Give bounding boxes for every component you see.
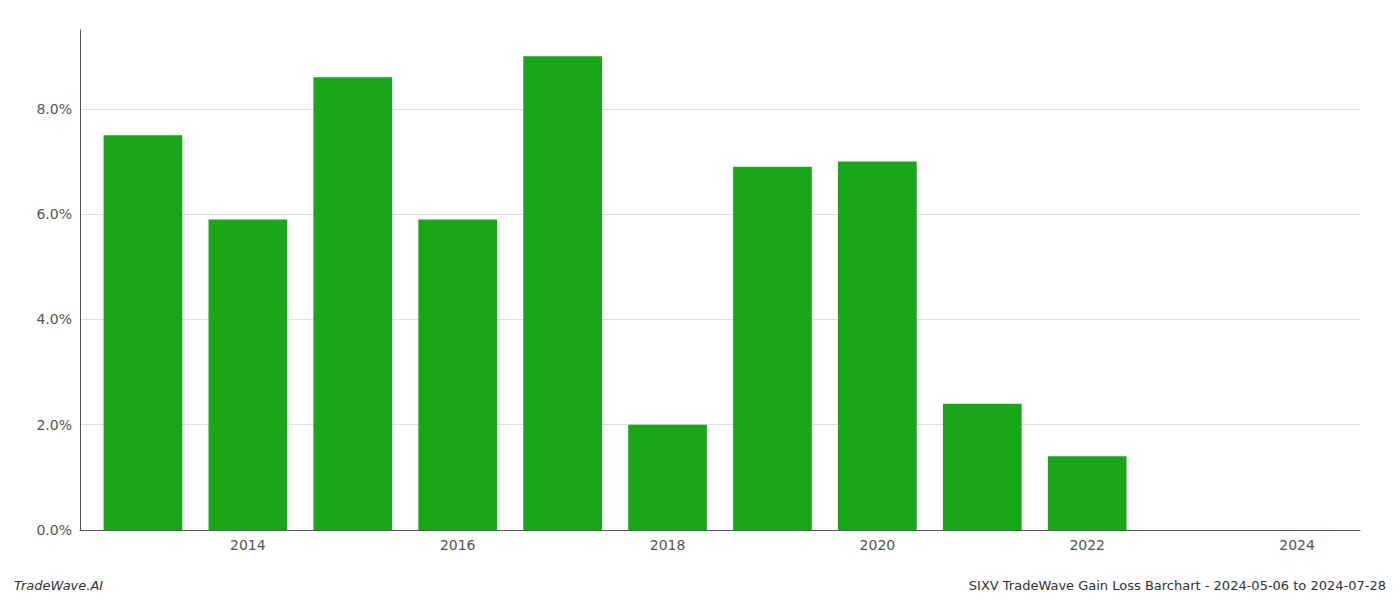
svg-text:4.0%: 4.0%: [36, 311, 72, 327]
svg-text:2020: 2020: [860, 537, 896, 553]
svg-text:2018: 2018: [650, 537, 686, 553]
svg-text:2022: 2022: [1069, 537, 1105, 553]
svg-text:2016: 2016: [440, 537, 476, 553]
svg-text:6.0%: 6.0%: [36, 206, 72, 222]
svg-text:SIXV TradeWave Gain Loss Barch: SIXV TradeWave Gain Loss Barchart - 2024…: [969, 578, 1386, 593]
svg-text:2024: 2024: [1279, 537, 1315, 553]
svg-text:0.0%: 0.0%: [36, 522, 72, 538]
svg-text:2014: 2014: [230, 537, 266, 553]
svg-text:2.0%: 2.0%: [36, 417, 72, 433]
svg-text:TradeWave.AI: TradeWave.AI: [14, 578, 103, 593]
svg-text:8.0%: 8.0%: [36, 101, 72, 117]
